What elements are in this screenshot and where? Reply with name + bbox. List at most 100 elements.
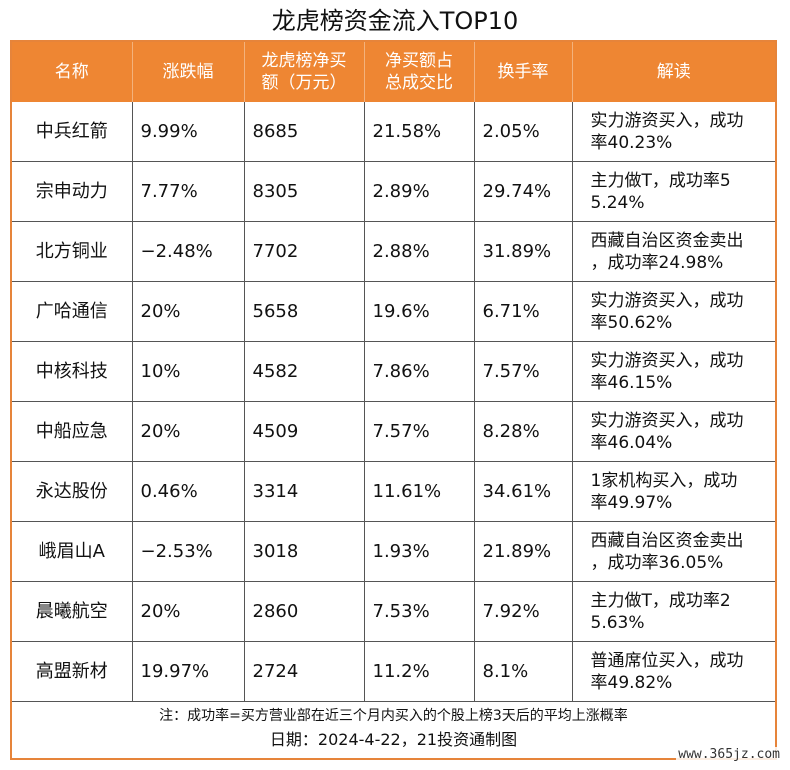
table-frame: 名称 涨跌幅 龙虎榜净买 额（万元） 净买额占 总成交比 换手率 解读 中兵红箭 9… xyxy=(10,40,777,760)
interp-line2: 5.63% xyxy=(590,612,645,633)
table-row: 北方铜业 −2.48% 7702 2.88% 31.89% 西藏自治区资金卖出，… xyxy=(12,221,775,282)
cell-ratio: 7.86% xyxy=(364,341,475,402)
cell-change: 7.77% xyxy=(132,161,245,222)
cell-name: 广哈通信 xyxy=(12,281,133,342)
table-row: 宗申动力 7.77% 8305 2.89% 29.74% 主力做T，成功率5 5.… xyxy=(12,161,775,222)
footer-notes: 注：成功率=买方营业部在近三个月内买入的个股上榜3天后的平均上涨概率 日期：20… xyxy=(12,706,775,752)
interp-line1: 主力做T，成功率5 xyxy=(590,170,731,191)
col-header-net-buy-line1: 龙虎榜净买 xyxy=(261,51,347,71)
cell-interpretation: 实力游资买入，成功 率46.04% xyxy=(572,401,775,462)
cell-interpretation: 实力游资买入，成功 率46.15% xyxy=(572,341,775,402)
table-row: 永达股份 0.46% 3314 11.61% 34.61% 1家机构买入，成功率… xyxy=(12,461,775,522)
table-row: 高盟新材 19.97% 2724 11.2% 8.1% 普通席位买入，成功 率49… xyxy=(12,641,775,702)
cell-ratio: 2.89% xyxy=(364,161,475,222)
cell-name: 中核科技 xyxy=(12,341,133,402)
table-row: 中兵红箭 9.99% 8685 21.58% 2.05% 实力游资买入，成功 率4… xyxy=(12,102,775,162)
watermark: www.365jz.com xyxy=(676,747,782,762)
cell-turnover: 8.1% xyxy=(474,641,573,702)
cell-net-buy: 4509 xyxy=(244,401,365,462)
cell-change: 0.46% xyxy=(132,461,245,522)
header-row: 名称 涨跌幅 龙虎榜净买 额（万元） 净买额占 总成交比 换手率 解读 xyxy=(12,42,775,102)
cell-ratio: 21.58% xyxy=(364,102,475,162)
cell-change: 20% xyxy=(132,281,245,342)
cell-name: 晨曦航空 xyxy=(12,581,133,642)
interp-line2: 率46.04% xyxy=(590,432,673,453)
col-header-ratio-line2: 总成交比 xyxy=(385,73,453,93)
interp-line2: 率49.97% xyxy=(590,492,673,513)
interp-line2: 率50.62% xyxy=(590,312,673,333)
cell-ratio: 11.61% xyxy=(364,461,475,522)
cell-name: 中船应急 xyxy=(12,401,133,462)
cell-change: −2.53% xyxy=(132,521,245,582)
cell-turnover: 34.61% xyxy=(474,461,573,522)
cell-name: 宗申动力 xyxy=(12,161,133,222)
data-table: 名称 涨跌幅 龙虎榜净买 额（万元） 净买额占 总成交比 换手率 解读 中兵红箭 9… xyxy=(12,42,775,702)
table-row: 广哈通信 20% 5658 19.6% 6.71% 实力游资买入，成功 率50.6… xyxy=(12,281,775,342)
interp-line1: 实力游资买入，成功 xyxy=(590,410,744,431)
date-line: 日期：2024-4-22，21投资通制图 xyxy=(269,730,518,749)
cell-turnover: 6.71% xyxy=(474,281,573,342)
cell-change: 19.97% xyxy=(132,641,245,702)
cell-turnover: 2.05% xyxy=(474,102,573,162)
col-header-name: 名称 xyxy=(12,42,133,102)
cell-interpretation: 普通席位买入，成功 率49.82% xyxy=(572,641,775,702)
interp-line2: 率46.15% xyxy=(590,372,673,393)
col-header-net-buy: 龙虎榜净买 额（万元） xyxy=(244,42,365,102)
table-row: 峨眉山A −2.53% 3018 1.93% 21.89% 西藏自治区资金卖出，… xyxy=(12,521,775,582)
cell-net-buy: 3314 xyxy=(244,461,365,522)
interp-line1: 1家机构买入，成功 xyxy=(590,470,738,491)
cell-ratio: 7.53% xyxy=(364,581,475,642)
cell-turnover: 7.92% xyxy=(474,581,573,642)
cell-ratio: 7.57% xyxy=(364,401,475,462)
col-header-turnover: 换手率 xyxy=(474,42,573,102)
cell-turnover: 31.89% xyxy=(474,221,573,282)
cell-ratio: 2.88% xyxy=(364,221,475,282)
table-row: 晨曦航空 20% 2860 7.53% 7.92% 主力做T，成功率2 5.63% xyxy=(12,581,775,642)
interp-line2: 5.24% xyxy=(590,192,645,213)
cell-net-buy: 8685 xyxy=(244,102,365,162)
cell-net-buy: 4582 xyxy=(244,341,365,402)
cell-name: 峨眉山A xyxy=(12,521,133,582)
cell-name: 北方铜业 xyxy=(12,221,133,282)
cell-interpretation: 1家机构买入，成功 率49.97% xyxy=(572,461,775,522)
table-row: 中核科技 10% 4582 7.86% 7.57% 实力游资买入，成功 率46.1… xyxy=(12,341,775,402)
interp-line1: 实力游资买入，成功 xyxy=(590,290,744,311)
cell-change: 20% xyxy=(132,401,245,462)
cell-change: 20% xyxy=(132,581,245,642)
cell-name: 高盟新材 xyxy=(12,641,133,702)
interp-line2: ，成功率36.05% xyxy=(590,552,724,573)
footnote: 注：成功率=买方营业部在近三个月内买入的个股上榜3天后的平均上涨概率 xyxy=(159,708,628,724)
cell-ratio: 1.93% xyxy=(364,521,475,582)
interp-line2: 率49.82% xyxy=(590,672,673,693)
interp-line1: 实力游资买入，成功 xyxy=(590,350,744,371)
interp-line2: 率40.23% xyxy=(590,132,673,153)
cell-interpretation: 主力做T，成功率5 5.24% xyxy=(572,161,775,222)
cell-net-buy: 8305 xyxy=(244,161,365,222)
cell-ratio: 11.2% xyxy=(364,641,475,702)
cell-name: 中兵红箭 xyxy=(12,102,133,162)
interp-line1: 普通席位买入，成功 xyxy=(590,650,744,671)
page-title: 龙虎榜资金流入TOP10 xyxy=(271,7,519,35)
cell-interpretation: 西藏自治区资金卖出 ，成功率24.98% xyxy=(572,221,775,282)
cell-net-buy: 3018 xyxy=(244,521,365,582)
col-header-ratio: 净买额占 总成交比 xyxy=(364,42,475,102)
interp-line1: 西藏自治区资金卖出 xyxy=(590,230,744,251)
cell-turnover: 21.89% xyxy=(474,521,573,582)
col-header-interpretation: 解读 xyxy=(572,42,775,102)
cell-ratio: 19.6% xyxy=(364,281,475,342)
cell-interpretation: 主力做T，成功率2 5.63% xyxy=(572,581,775,642)
cell-change: −2.48% xyxy=(132,221,245,282)
cell-turnover: 29.74% xyxy=(474,161,573,222)
col-header-net-buy-line2: 额（万元） xyxy=(261,73,347,93)
cell-turnover: 7.57% xyxy=(474,341,573,402)
cell-net-buy: 5658 xyxy=(244,281,365,342)
cell-net-buy: 2724 xyxy=(244,641,365,702)
cell-interpretation: 西藏自治区资金卖出 ，成功率36.05% xyxy=(572,521,775,582)
cell-name: 永达股份 xyxy=(12,461,133,522)
col-header-change: 涨跌幅 xyxy=(132,42,245,102)
interp-line1: 实力游资买入，成功 xyxy=(590,110,744,131)
interp-line1: 主力做T，成功率2 xyxy=(590,590,731,611)
cell-net-buy: 7702 xyxy=(244,221,365,282)
col-header-ratio-line1: 净买额占 xyxy=(385,51,453,71)
interp-line2: ，成功率24.98% xyxy=(590,252,724,273)
